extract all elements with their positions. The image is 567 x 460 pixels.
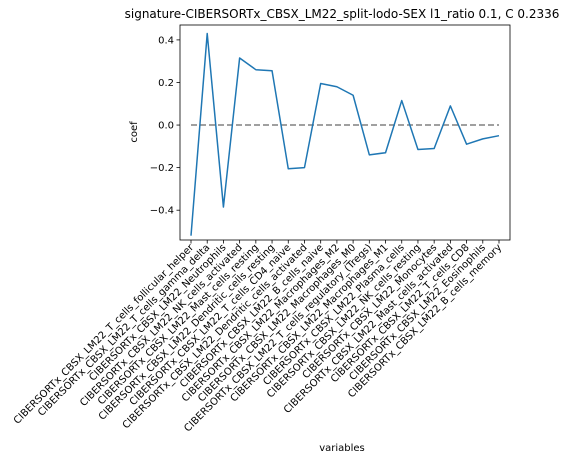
y-axis: −0.4 −0.2 0.0 0.2 0.4 [150, 35, 180, 217]
y-tick-label: 0.2 [158, 78, 174, 89]
series-line [190, 32, 500, 236]
y-tick-label: 0.4 [158, 35, 174, 46]
series-group [190, 32, 500, 236]
x-axis: CIBERSORTx_CBSX_LM22_T_cells_follicular_… [12, 240, 504, 434]
plot-frame [179, 24, 511, 241]
y-tick-label: −0.2 [150, 163, 174, 174]
y-tick-label: 0.0 [158, 121, 174, 132]
chart-title: signature-CIBERSORTx_CBSX_LM22_split-lod… [125, 7, 560, 21]
x-axis-label: variables [319, 443, 365, 454]
y-axis-label: coef [129, 121, 140, 143]
y-tick-label: −0.4 [150, 206, 174, 217]
